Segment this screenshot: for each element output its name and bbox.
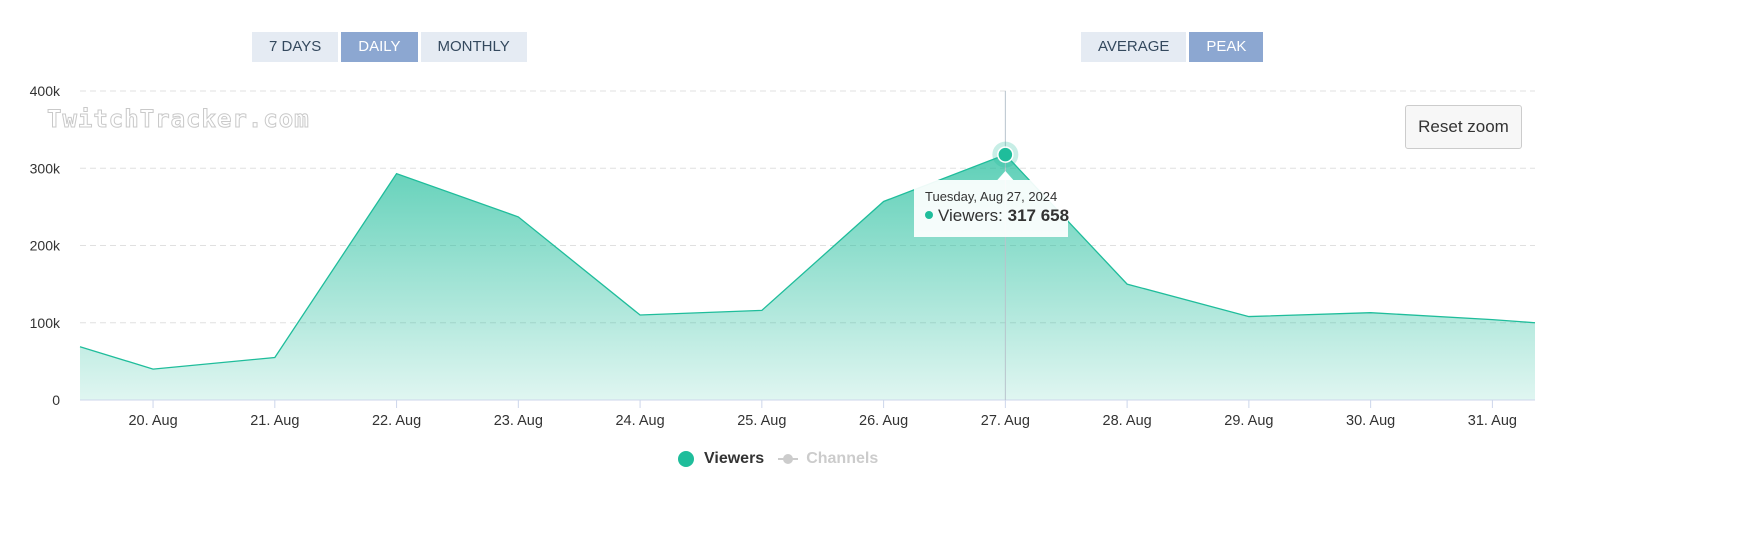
hover-point [997,146,1014,163]
x-tick-label: 29. Aug [1224,413,1273,429]
reset-zoom-button[interactable]: Reset zoom [1405,105,1522,149]
metric-button-group: AVERAGE PEAK [1081,32,1264,62]
legend-item-channels[interactable]: Channels [778,450,878,468]
viewers-series [79,153,1536,400]
average-button[interactable]: AVERAGE [1081,32,1187,62]
y-tick-label: 200k [30,238,61,254]
daily-button[interactable]: DAILY [341,32,418,62]
seven-days-button[interactable]: 7 DAYS [252,32,339,62]
viewers-line [79,153,1536,370]
x-tick-label: 23. Aug [494,413,543,429]
y-tick-label: 300k [30,160,61,176]
watermark: TwitchTracker.com [47,105,310,133]
x-tick-label: 24. Aug [615,413,664,429]
legend: Viewers Channels [678,450,878,468]
legend-label-viewers: Viewers [704,450,765,467]
tooltip-series-name: Viewers [938,206,999,225]
x-tick-label: 21. Aug [250,413,299,429]
x-tick-label: 25. Aug [737,413,786,429]
y-tick-label: 0 [52,392,60,408]
viewers-legend-dot-icon [678,451,694,467]
tooltip-row: Viewers: 317 658 [925,206,1069,226]
viewers-area-fill [80,154,1535,400]
x-tick-label: 26. Aug [859,413,908,429]
y-axis-ticks: 0 100k 200k 300k 400k [30,83,61,408]
y-tick-label: 400k [30,83,61,99]
channels-legend-symbol-icon [778,454,799,464]
x-tick-label: 30. Aug [1346,413,1395,429]
hover-marker [992,141,1019,180]
tooltip: Tuesday, Aug 27, 2024 Viewers: 317 658 [914,180,1069,237]
x-axis-ticks: 20. Aug 21. Aug 22. Aug 23. Aug 24. Aug 25. A… [128,400,1517,429]
x-tick-label: 27. Aug [981,413,1030,429]
x-tick-label: 22. Aug [372,413,421,429]
tooltip-series-dot [925,210,933,219]
x-tick-label: 28. Aug [1103,413,1152,429]
peak-button[interactable]: PEAK [1189,32,1264,62]
x-tick-label: 31. Aug [1468,413,1517,429]
tooltip-colon: : [998,206,1008,225]
legend-label-channels: Channels [806,450,879,467]
y-tick-label: 100k [30,315,61,331]
time-range-button-group: 7 DAYS DAILY MONTHLY [252,32,527,62]
x-tick-label: 20. Aug [128,413,177,429]
tooltip-pointer [997,171,1014,180]
tooltip-date: Tuesday, Aug 27, 2024 [925,189,1058,204]
monthly-button[interactable]: MONTHLY [420,32,527,62]
tooltip-value: 317 658 [1007,206,1070,225]
legend-item-viewers[interactable]: Viewers [678,450,764,468]
